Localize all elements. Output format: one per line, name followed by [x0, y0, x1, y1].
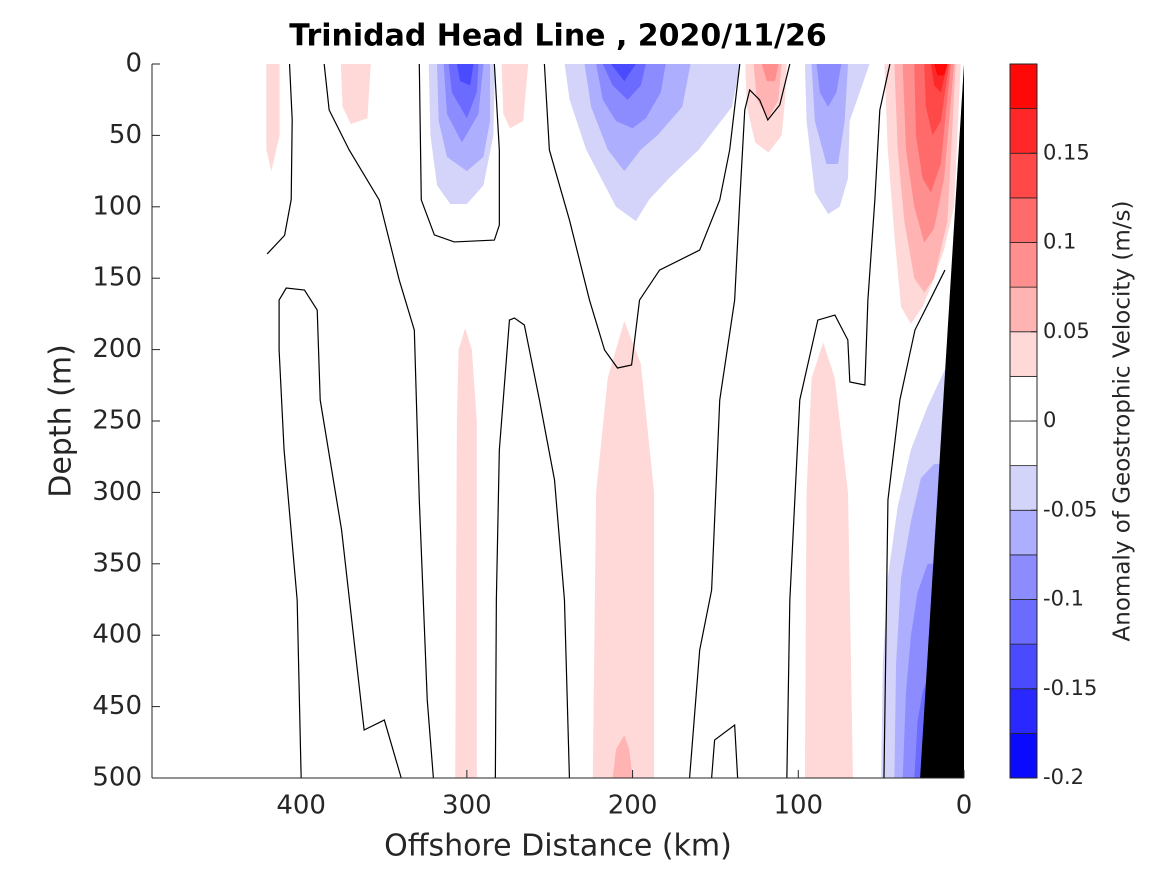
colorbar-band — [1009, 554, 1038, 600]
colorbar-tick-label: 0.05 — [1043, 319, 1090, 343]
contour-line — [883, 269, 946, 778]
contour-region — [612, 735, 633, 778]
colorbar-tick-label: -0.1 — [1043, 587, 1084, 611]
colorbar-band — [1009, 108, 1038, 154]
contour-line — [323, 64, 434, 778]
y-tick-label: 0 — [125, 49, 142, 79]
colorbar-band — [1009, 375, 1038, 422]
y-tick-label: 500 — [92, 763, 142, 793]
y-tick-label: 150 — [92, 263, 142, 293]
bathymetry — [920, 64, 964, 778]
contour-line — [688, 64, 791, 778]
colorbar-tick-label: 0 — [1043, 408, 1056, 432]
colorbar-band — [1009, 599, 1038, 645]
contour-line — [786, 64, 891, 778]
contour-region — [761, 64, 779, 82]
y-tick-label: 200 — [92, 334, 142, 364]
colorbar-band — [1009, 643, 1038, 690]
colorbar-label: Anomaly of Geostrophic Velocity (m/s) — [1110, 201, 1136, 642]
x-tick-label: 300 — [442, 791, 492, 821]
colorbar-tick-label: -0.2 — [1043, 765, 1084, 789]
contour-region — [804, 342, 853, 778]
contour-region — [611, 64, 636, 82]
colorbar-tick-label: -0.15 — [1043, 676, 1097, 700]
plot-area — [266, 64, 964, 778]
colorbar-band — [1009, 152, 1038, 199]
colorbar-band — [1009, 420, 1038, 467]
x-tick-label: 400 — [276, 791, 326, 821]
contour-line — [266, 64, 293, 255]
colorbar-band — [1009, 465, 1038, 511]
contour-line — [494, 317, 571, 778]
contour-line — [418, 64, 500, 243]
x-axis-label: Offshore Distance (km) — [384, 829, 732, 864]
colorbar-band — [1009, 286, 1038, 333]
y-tick-label: 300 — [92, 477, 142, 507]
colorbar-band — [1009, 688, 1038, 734]
colorbar-tick-label: 0.15 — [1043, 140, 1090, 164]
contour-line — [543, 64, 741, 369]
y-tick-label: 50 — [109, 120, 142, 150]
contour-region — [456, 64, 474, 86]
contour-line — [711, 723, 739, 778]
y-tick-label: 450 — [92, 691, 142, 721]
contour-region — [340, 64, 371, 124]
x-tick-label: 0 — [956, 791, 973, 821]
contour-region — [455, 328, 477, 778]
colorbar-band — [1009, 732, 1038, 779]
contour-region — [266, 64, 280, 172]
contour-region — [934, 64, 948, 76]
y-axis-label: Depth (m) — [44, 344, 79, 498]
colorbar-band — [1009, 242, 1038, 288]
contour-region — [602, 64, 646, 100]
colorbar-band — [1009, 509, 1038, 556]
contour-region — [501, 64, 529, 129]
x-tick-label: 100 — [773, 791, 823, 821]
x-tick-label: 200 — [608, 791, 658, 821]
colorbar-band — [1009, 63, 1038, 110]
y-tick-label: 100 — [92, 191, 142, 221]
colorbar-tick-label: 0.1 — [1043, 230, 1076, 254]
chart-title: Trinidad Head Line , 2020/11/26 — [289, 19, 826, 54]
colorbar-tick-label: -0.05 — [1043, 497, 1097, 521]
y-tick-label: 250 — [92, 406, 142, 436]
contour-region — [816, 64, 842, 107]
contour-line — [278, 287, 402, 778]
y-tick-label: 350 — [92, 548, 142, 578]
contour-region — [592, 321, 655, 778]
colorbar-band — [1009, 197, 1038, 243]
colorbar-band — [1009, 331, 1038, 377]
y-tick-label: 400 — [92, 620, 142, 650]
